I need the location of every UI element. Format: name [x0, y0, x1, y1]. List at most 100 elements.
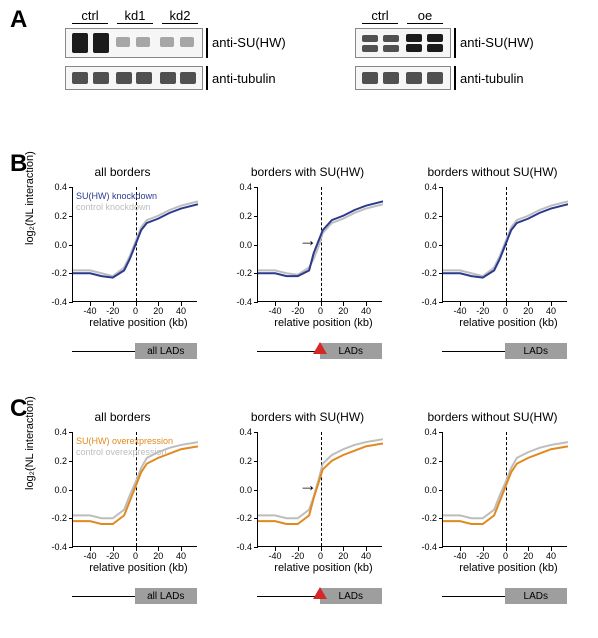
- y-tick-label: -0.4: [43, 542, 67, 552]
- y-tick: [254, 187, 258, 188]
- wb-band: [136, 72, 152, 84]
- legend-control: control knockdown: [76, 202, 151, 212]
- chart-lines: [258, 432, 383, 547]
- y-tick-label: -0.4: [43, 297, 67, 307]
- y-tick: [254, 432, 258, 433]
- wb-band: [160, 37, 174, 47]
- y-tick-label: 0.2: [43, 211, 67, 221]
- series-line: [73, 201, 198, 276]
- x-axis-label: relative position (kb): [56, 317, 221, 329]
- wb-lane-underline: [72, 23, 108, 24]
- chart-title: borders without SU(HW): [410, 165, 575, 179]
- x-tick-label: 0: [309, 551, 333, 561]
- lad-track: LADs: [257, 580, 382, 602]
- wb-band: [362, 35, 378, 42]
- y-tick: [69, 490, 73, 491]
- y-tick: [254, 490, 258, 491]
- wb-band: [180, 72, 196, 84]
- x-tick-label: -20: [286, 551, 310, 561]
- y-axis-label: log₂(NL interaction): [24, 396, 36, 490]
- blot-frame: [65, 28, 203, 58]
- y-tick-label: 0.2: [43, 456, 67, 466]
- x-tick-label: -20: [101, 306, 125, 316]
- lad-track: all LADs: [72, 580, 197, 602]
- lad-track: LADs: [442, 580, 567, 602]
- plot-area: -0.4-0.20.00.20.4-40-2002040: [257, 432, 382, 547]
- wb-lane-underline: [407, 23, 443, 24]
- y-tick: [254, 461, 258, 462]
- y-tick-label: 0.4: [43, 427, 67, 437]
- y-tick: [69, 216, 73, 217]
- wb-band: [406, 44, 422, 52]
- chart: all borders-0.4-0.20.00.20.4-40-2002040l…: [40, 165, 205, 365]
- lad-box: LADs: [320, 588, 383, 604]
- wb-band: [93, 33, 109, 53]
- blot-frame: [355, 66, 451, 90]
- legend-series: SU(HW) overexpression: [76, 436, 173, 446]
- plot-area: -0.4-0.20.00.20.4-40-2002040: [257, 187, 382, 302]
- y-tick: [69, 432, 73, 433]
- y-tick-label: 0.2: [228, 456, 252, 466]
- lad-track: LADs: [257, 335, 382, 357]
- blot-frame: [355, 28, 451, 58]
- wb-band: [362, 72, 378, 84]
- y-tick-label: 0.0: [413, 240, 437, 250]
- y-tick: [69, 461, 73, 462]
- x-tick-label: 40: [539, 551, 563, 561]
- y-tick: [439, 518, 443, 519]
- wb-band: [383, 35, 399, 42]
- wb-lane-label: kd2: [160, 8, 200, 23]
- y-tick: [254, 518, 258, 519]
- wb-lane-label: ctrl: [360, 8, 400, 23]
- series-line: [443, 446, 568, 524]
- y-tick-label: -0.4: [228, 297, 252, 307]
- wb-band: [427, 72, 443, 84]
- blot-bracket: [454, 66, 456, 90]
- chart: borders without SU(HW)-0.4-0.20.00.20.4-…: [410, 165, 575, 365]
- lad-box: all LADs: [135, 343, 198, 359]
- triangle-icon: [313, 342, 327, 354]
- chart-title: borders with SU(HW): [225, 165, 390, 179]
- wb-band: [116, 37, 130, 47]
- wb-lane-label: oe: [405, 8, 445, 23]
- y-tick-label: -0.2: [413, 513, 437, 523]
- x-tick-label: 0: [494, 551, 518, 561]
- y-tick: [439, 432, 443, 433]
- x-tick-label: 20: [331, 551, 355, 561]
- x-tick-label: 40: [169, 306, 193, 316]
- wb-band: [406, 34, 422, 42]
- y-tick: [439, 302, 443, 303]
- x-tick-label: 20: [331, 306, 355, 316]
- wb-lane-underline: [162, 23, 198, 24]
- wb-band: [116, 72, 132, 84]
- x-tick-label: -40: [78, 306, 102, 316]
- wb-band: [93, 72, 109, 84]
- chart-title: borders without SU(HW): [410, 410, 575, 424]
- y-tick-label: 0.0: [43, 240, 67, 250]
- y-tick: [69, 302, 73, 303]
- antibody-label: anti-tubulin: [212, 71, 276, 86]
- y-tick-label: 0.4: [228, 182, 252, 192]
- wb-band: [180, 37, 194, 47]
- chart-row-c: all borders-0.4-0.20.00.20.4-40-2002040l…: [40, 410, 580, 620]
- triangle-icon: [313, 587, 327, 599]
- wb-band: [427, 44, 443, 52]
- wb-band: [383, 45, 399, 52]
- lad-track: all LADs: [72, 335, 197, 357]
- lad-track: LADs: [442, 335, 567, 357]
- chart: borders with SU(HW) -0.4-0.20.00.20.4-40-…: [225, 410, 390, 610]
- x-tick-label: 40: [354, 551, 378, 561]
- x-tick-label: 0: [494, 306, 518, 316]
- y-tick-label: -0.2: [228, 513, 252, 523]
- y-tick-label: 0.2: [413, 211, 437, 221]
- wb-band: [383, 72, 399, 84]
- y-tick: [69, 245, 73, 246]
- wb-right-block: ctrl oe anti-SU(HW) anti-tubulin: [350, 8, 580, 138]
- y-tick-label: 0.2: [228, 211, 252, 221]
- wb-band: [160, 72, 176, 84]
- y-tick: [439, 216, 443, 217]
- antibody-label: anti-SU(HW): [460, 35, 534, 50]
- y-tick: [69, 273, 73, 274]
- y-tick: [69, 547, 73, 548]
- chart-title: borders with SU(HW): [225, 410, 390, 424]
